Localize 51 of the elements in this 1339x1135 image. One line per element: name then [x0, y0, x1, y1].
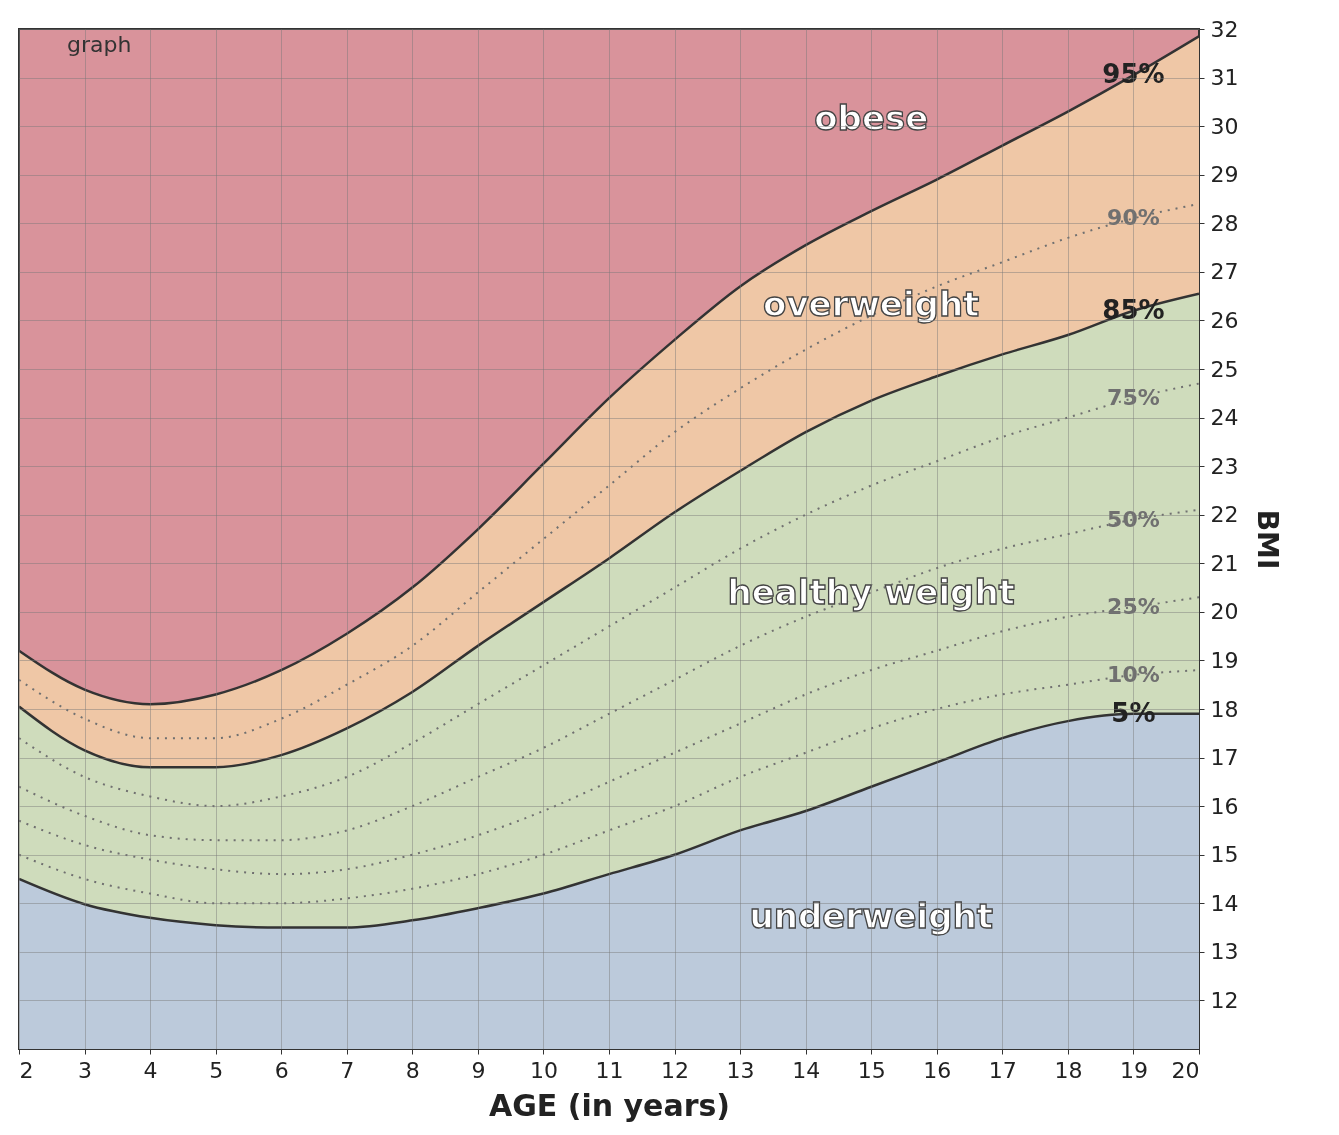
y-tick-label: 20 [1210, 599, 1239, 625]
x-tick-label: 16 [923, 1057, 952, 1083]
y-tick-label: 22 [1210, 502, 1239, 528]
y-tick-label: 24 [1210, 405, 1239, 431]
annotation: healthy weight [727, 571, 1015, 612]
x-tick-label: 15 [857, 1057, 886, 1083]
y-tick-label: 14 [1210, 890, 1239, 916]
x-tick-label: 14 [792, 1057, 821, 1083]
y-tick-label: 17 [1210, 745, 1239, 771]
x-tick-label: 10 [529, 1057, 558, 1083]
annotation: obese [814, 98, 929, 139]
y-tick-label: 21 [1210, 550, 1239, 576]
y-tick-label: 12 [1210, 987, 1239, 1013]
y-tick-label: 18 [1210, 696, 1239, 722]
y-axis-title: BMI [1251, 509, 1285, 570]
annotation: graph [67, 32, 132, 57]
y-tick-label: 26 [1210, 307, 1239, 333]
series-label: 10% [1107, 662, 1160, 687]
x-tick-label: 9 [471, 1057, 486, 1083]
line-series [19, 382, 1199, 808]
y-tick-label: 19 [1210, 647, 1239, 673]
series-label: 90% [1107, 205, 1160, 231]
x-tick-label: 4 [143, 1057, 158, 1083]
y-tick-label: 29 [1210, 162, 1239, 188]
y-tick-label: 25 [1210, 356, 1239, 382]
annotation: overweight [763, 283, 980, 324]
x-axis-title: AGE (in years) [488, 1087, 731, 1123]
x-tick-label: 2 [19, 1057, 34, 1083]
x-tick-label: 19 [1119, 1057, 1148, 1083]
x-tick-label: 7 [340, 1057, 355, 1083]
y-tick-label: 27 [1210, 259, 1239, 285]
x-tick-label: 6 [274, 1057, 289, 1083]
annotation: underweight [749, 895, 993, 936]
x-tick-label: 11 [595, 1057, 624, 1083]
y-tick-label: 28 [1210, 210, 1239, 236]
x-tick-label: 18 [1054, 1057, 1083, 1083]
y-tick-label: 31 [1210, 65, 1239, 91]
x-tick-label: 20 [1171, 1057, 1200, 1083]
y-tick-label: 13 [1210, 939, 1239, 965]
series-label: 25% [1107, 594, 1160, 619]
x-tick-label: 5 [209, 1057, 224, 1083]
x-tick-label: 17 [988, 1057, 1017, 1083]
x-tick-label: 8 [405, 1057, 420, 1083]
y-tick-label: 23 [1210, 453, 1239, 479]
y-tick-label: 16 [1210, 793, 1239, 819]
y-tick-label: 30 [1210, 113, 1239, 139]
x-tick-label: 12 [661, 1057, 690, 1083]
y-tick-label: 15 [1210, 842, 1239, 868]
x-tick-label: 3 [78, 1057, 93, 1083]
y-tick-label: 32 [1210, 16, 1239, 42]
x-tick-label: 13 [726, 1057, 755, 1083]
